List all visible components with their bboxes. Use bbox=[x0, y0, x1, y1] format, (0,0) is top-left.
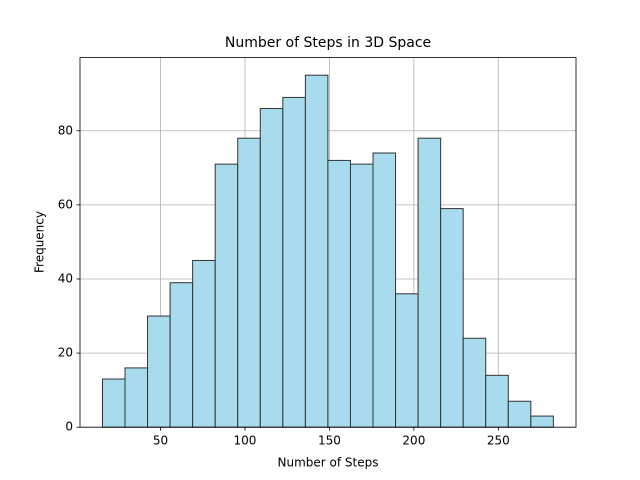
bar bbox=[192, 259, 216, 428]
plot-frame bbox=[79, 57, 577, 428]
bar bbox=[417, 137, 442, 428]
bar bbox=[237, 137, 261, 428]
y-tick-label: 80 bbox=[58, 123, 73, 137]
y-tick-label: 20 bbox=[58, 346, 73, 360]
y-tick-label: 40 bbox=[58, 271, 73, 285]
y-tick-label: 60 bbox=[58, 197, 73, 211]
y-tick-label: 0 bbox=[65, 420, 73, 434]
bar bbox=[440, 208, 464, 428]
bar bbox=[282, 96, 306, 428]
bar bbox=[214, 163, 239, 428]
chart-title: Number of Steps in 3D Space bbox=[225, 35, 431, 51]
x-tick-label: 250 bbox=[487, 434, 510, 448]
bar bbox=[304, 74, 329, 428]
bar bbox=[372, 152, 397, 428]
x-tick-label: 50 bbox=[153, 434, 168, 448]
bar bbox=[349, 163, 374, 428]
y-axis-label: Frequency bbox=[33, 211, 47, 273]
bar bbox=[485, 374, 509, 428]
bar bbox=[462, 337, 487, 428]
bar bbox=[169, 282, 194, 428]
x-tick-label: 200 bbox=[402, 434, 425, 448]
x-tick-label: 100 bbox=[234, 434, 257, 448]
bar bbox=[147, 315, 171, 428]
bar bbox=[395, 293, 419, 428]
bar bbox=[507, 400, 532, 428]
x-axis-label: Number of Steps bbox=[278, 456, 379, 470]
bar bbox=[259, 108, 284, 428]
x-tick-label: 150 bbox=[318, 434, 341, 448]
bar bbox=[124, 367, 149, 428]
bar bbox=[530, 415, 554, 428]
bar bbox=[101, 378, 126, 428]
bar bbox=[327, 159, 351, 428]
